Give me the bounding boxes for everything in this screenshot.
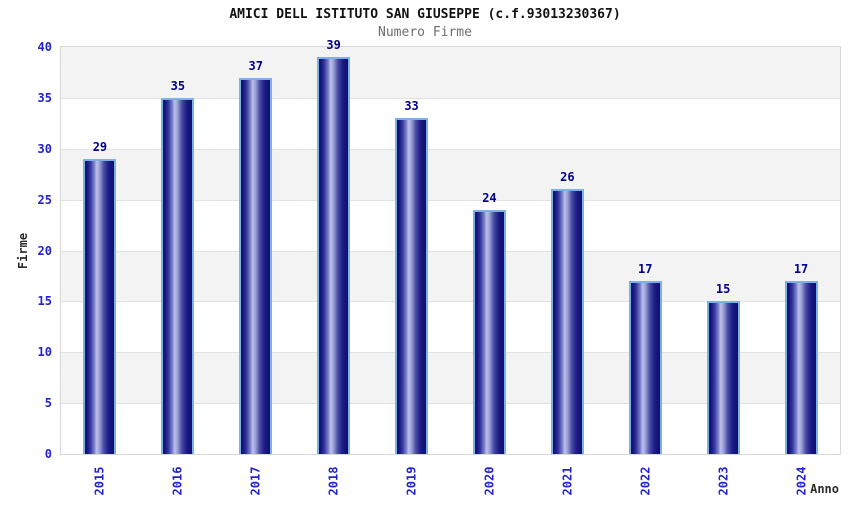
bar-value-label: 24	[482, 190, 497, 205]
x-tick-label-text: 2015	[92, 466, 107, 496]
x-tick-label-text: 2020	[482, 466, 497, 496]
x-tick-label: 2019	[390, 457, 434, 505]
chart-title: AMICI DELL ISTITUTO SAN GIUSEPPE (c.f.93…	[229, 7, 621, 22]
bar-2018	[317, 57, 351, 454]
x-tick-label-text: 2018	[326, 466, 341, 496]
y-tick-label: 35	[37, 90, 52, 105]
x-tick-label: 2015	[78, 457, 122, 505]
y-tick-label: 40	[37, 40, 52, 54]
bar-value-label: 17	[638, 262, 653, 277]
bar-value-label: 33	[404, 99, 419, 114]
x-tick-label-text: 2021	[560, 466, 575, 496]
y-tick-label: 5	[44, 396, 52, 411]
x-axis-title: Anno	[810, 482, 839, 496]
x-tick-label-text: 2023	[716, 466, 731, 496]
gridline	[61, 148, 840, 150]
x-tick-label-text: 2019	[404, 466, 419, 496]
x-tick-label-text: 2016	[170, 466, 185, 496]
y-axis-title-label: Firme	[16, 232, 30, 270]
bar-2020	[472, 209, 506, 454]
bar-value-label: 15	[715, 282, 731, 297]
x-tick-label: 2016	[156, 457, 200, 505]
plot-area: 29 2015 35 2016 37 2017 39 2018 33 2019 24 2020 26 20…	[60, 38, 841, 495]
y-tick-label: 0	[44, 447, 52, 461]
x-tick-label-text: 2017	[248, 466, 263, 496]
x-tick-label: 2024	[779, 457, 823, 505]
x-tick-label: 2021	[545, 457, 589, 505]
x-tick-label: 2018	[312, 457, 356, 505]
y-tick-label: 20	[37, 243, 52, 258]
chart-subtitle: Numero Firme	[378, 25, 472, 40]
bar-2021	[550, 189, 584, 454]
bar-value-label: 26	[560, 170, 575, 185]
bar-2022	[628, 281, 662, 454]
bar-value-label: 17	[793, 262, 809, 277]
bar-2015	[83, 158, 117, 454]
x-tick-label: 2020	[467, 457, 511, 505]
x-tick-label: 2017	[234, 457, 278, 505]
x-tick-label-text: 2024	[794, 466, 809, 496]
gridline	[61, 250, 840, 252]
bar-2023	[706, 301, 740, 454]
y-tick-label: 10	[37, 345, 52, 360]
gridline	[61, 352, 840, 354]
bar-2016	[161, 97, 195, 454]
bar-value-label: 35	[170, 78, 186, 93]
bar-value-label: 37	[248, 58, 263, 73]
bar-value-label: 29	[92, 139, 108, 154]
plot-band	[61, 47, 840, 98]
y-tick-label: 15	[37, 294, 52, 309]
bar-value-label: 39	[326, 38, 341, 53]
x-tick-label: 2023	[701, 457, 745, 505]
gridline	[61, 199, 840, 201]
gridline	[61, 97, 840, 99]
bar-2019	[395, 118, 429, 454]
gridline	[61, 403, 840, 405]
x-tick-label: 2022	[623, 457, 667, 505]
gridline	[61, 301, 840, 303]
x-tick-label-text: 2022	[638, 466, 653, 496]
y-axis-title: Firme	[12, 220, 34, 282]
y-tick-label: 30	[37, 141, 52, 156]
bar-2024	[784, 281, 818, 454]
bar-2017	[239, 77, 273, 454]
y-tick-label: 25	[37, 192, 52, 207]
